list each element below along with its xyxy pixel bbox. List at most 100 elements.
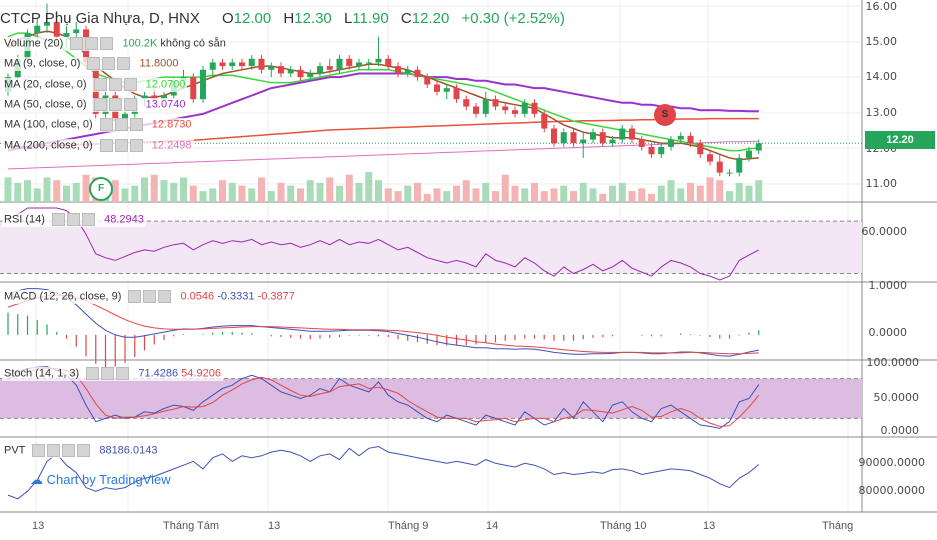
tradingview-logo[interactable]: ☁ Chart by TradingView bbox=[30, 472, 171, 488]
candle-body bbox=[239, 62, 245, 67]
volume-bar bbox=[33, 188, 41, 202]
stoch-d-value: 54.9206 bbox=[181, 367, 221, 380]
volume-bar bbox=[316, 182, 324, 202]
volume-bar bbox=[648, 193, 655, 202]
macd-value: -0.3331 bbox=[217, 290, 255, 303]
volume-bar bbox=[735, 182, 743, 202]
legend-buttons[interactable] bbox=[87, 57, 132, 70]
eye-icon[interactable] bbox=[93, 98, 107, 111]
volume-bar bbox=[609, 185, 616, 202]
legend-buttons[interactable] bbox=[52, 213, 97, 226]
ma9-value: 11.8000 bbox=[139, 57, 179, 70]
stoch-pane bbox=[0, 366, 862, 429]
candle-body bbox=[463, 99, 470, 107]
macd-label: MACD (12, 26, close, 9) bbox=[4, 290, 122, 303]
gear-icon[interactable] bbox=[85, 37, 99, 50]
rsi-label: RSI (14) bbox=[4, 213, 45, 226]
candle-body bbox=[629, 128, 635, 140]
close-icon[interactable] bbox=[123, 78, 137, 91]
candle-body bbox=[551, 128, 557, 144]
candle-body bbox=[268, 66, 275, 70]
gear-icon[interactable] bbox=[114, 118, 128, 131]
close-icon[interactable] bbox=[117, 57, 131, 70]
chevron-down-icon[interactable] bbox=[32, 444, 46, 457]
candle-body bbox=[219, 62, 226, 67]
legend-buttons[interactable] bbox=[32, 444, 92, 457]
time-tick: 13 bbox=[268, 520, 281, 532]
macd-legend[interactable]: MACD (12, 26, close, 9) 0.0546 -0.3331 -… bbox=[2, 290, 297, 304]
buy-signal-marker[interactable]: F bbox=[89, 177, 113, 201]
candle-body bbox=[258, 58, 265, 70]
pvt-legend[interactable]: PVT 88186.0143 bbox=[2, 444, 160, 458]
close-icon[interactable] bbox=[82, 213, 96, 226]
close-icon[interactable] bbox=[129, 118, 143, 131]
price-tick: 14.00 bbox=[865, 70, 898, 83]
close-icon[interactable] bbox=[77, 444, 91, 457]
candle-body bbox=[53, 22, 60, 37]
volume-legend[interactable]: Volume (20) 100.2K không có sẵn bbox=[2, 37, 228, 51]
candle-body bbox=[297, 69, 304, 78]
volume-bar bbox=[531, 182, 538, 202]
ma200-line bbox=[7, 140, 759, 170]
volume-bar bbox=[599, 193, 607, 202]
candle-body bbox=[414, 69, 421, 78]
legend-buttons[interactable] bbox=[99, 139, 145, 152]
eye-icon[interactable] bbox=[47, 444, 61, 457]
legend-buttons[interactable] bbox=[70, 37, 115, 50]
volume-bar bbox=[336, 185, 343, 202]
legend-buttons[interactable] bbox=[93, 78, 139, 91]
ma20-legend[interactable]: MA (20, close, 0) 12.0700 bbox=[2, 78, 188, 92]
eye-icon[interactable] bbox=[99, 118, 113, 131]
sell-signal-marker[interactable]: S bbox=[654, 104, 676, 126]
volume-bar bbox=[326, 177, 334, 202]
ma100-legend[interactable]: MA (100, close, 0) 12.8730 bbox=[2, 118, 194, 132]
ma200-legend[interactable]: MA (200, close, 0) 12.2498 bbox=[2, 139, 194, 153]
eye-icon[interactable] bbox=[86, 367, 100, 380]
eye-icon[interactable] bbox=[128, 290, 142, 303]
gear-icon[interactable] bbox=[143, 290, 157, 303]
legend-buttons[interactable] bbox=[93, 98, 139, 111]
volume-bar bbox=[345, 174, 353, 202]
price-candles bbox=[5, 3, 762, 177]
close-icon[interactable] bbox=[123, 98, 137, 111]
ma9-legend[interactable]: MA (9, close, 0) 11.8000 bbox=[2, 57, 181, 71]
gear-icon[interactable] bbox=[102, 57, 116, 70]
gear-icon[interactable] bbox=[114, 139, 128, 152]
stoch-label: Stoch (14, 1, 3) bbox=[4, 367, 80, 380]
gear-icon[interactable] bbox=[101, 367, 115, 380]
gear-icon[interactable] bbox=[108, 98, 122, 111]
gear-icon[interactable] bbox=[108, 78, 122, 91]
eye-icon[interactable] bbox=[52, 213, 66, 226]
ma50-legend[interactable]: MA (50, close, 0) 13.0740 bbox=[2, 98, 188, 112]
candle-body bbox=[122, 113, 128, 122]
close-icon[interactable] bbox=[100, 37, 114, 50]
volume-bar bbox=[63, 185, 70, 202]
eye-icon[interactable] bbox=[99, 139, 113, 152]
volume-bar bbox=[453, 185, 460, 202]
pane-separators bbox=[0, 0, 937, 513]
close-value: 12.20 bbox=[411, 10, 450, 27]
change-value: +0.30 (+2.52%) bbox=[461, 10, 565, 27]
volume-bar bbox=[628, 191, 636, 202]
volume-bar bbox=[570, 191, 577, 202]
eye-icon[interactable] bbox=[70, 37, 84, 50]
legend-buttons[interactable] bbox=[99, 118, 145, 131]
stoch-legend[interactable]: Stoch (14, 1, 3) 71.4286 54.9206 bbox=[2, 367, 223, 381]
legend-buttons[interactable] bbox=[128, 290, 173, 303]
close-icon[interactable] bbox=[158, 290, 172, 303]
legend-buttons[interactable] bbox=[86, 367, 131, 380]
candle-body bbox=[209, 62, 216, 70]
candle-body bbox=[141, 95, 148, 100]
eye-icon[interactable] bbox=[87, 57, 101, 70]
close-icon[interactable] bbox=[116, 367, 130, 380]
eye-icon[interactable] bbox=[93, 78, 107, 91]
volume-bar bbox=[677, 188, 685, 202]
close-icon[interactable] bbox=[129, 139, 143, 152]
volume-bar bbox=[121, 188, 129, 202]
gear-icon[interactable] bbox=[67, 213, 81, 226]
candle-body bbox=[200, 69, 206, 100]
rsi-legend[interactable]: RSI (14) 48.2943 bbox=[2, 213, 146, 227]
gear-icon[interactable] bbox=[62, 444, 76, 457]
volume-bar bbox=[638, 188, 646, 202]
